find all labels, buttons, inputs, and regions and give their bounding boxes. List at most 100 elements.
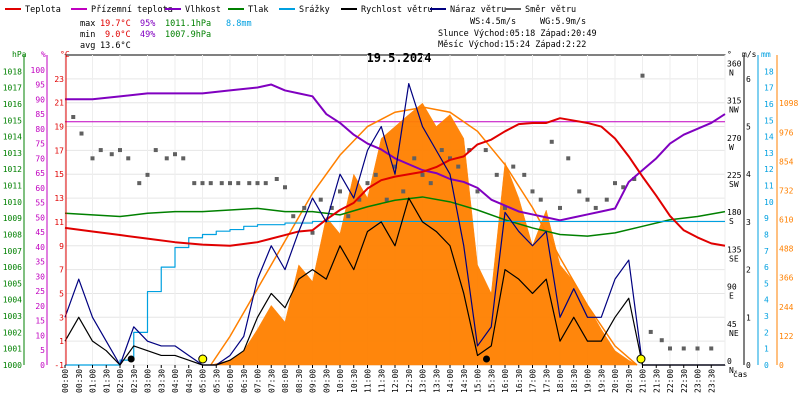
axis-tick-hpa: 1015 — [3, 116, 22, 125]
wind-direction-point — [98, 148, 103, 153]
axis-tick-mm: 5 — [764, 279, 769, 288]
wind-direction-point — [604, 197, 609, 202]
axis-tick-percent: 95 — [35, 81, 45, 90]
wind-direction-point — [236, 181, 241, 186]
wind-direction-point — [558, 205, 562, 210]
axis-tick-wm2: 1098 — [779, 99, 798, 108]
x-tick-label: 02:30 — [130, 369, 139, 393]
right-axes: °0N45NE90E135SE180S225SW270W315NW360Nm/s… — [727, 50, 798, 375]
axis-tick-ms: 0 — [746, 361, 751, 370]
axis-tick-mm: 14 — [764, 133, 774, 142]
axis-tick-celsius: 11 — [54, 218, 64, 227]
axis-tick-mm: 2 — [764, 328, 769, 337]
legend-label: Náraz větru — [450, 5, 506, 15]
axis-tick-degrees: 90 — [727, 283, 737, 292]
wind-direction-layer — [71, 73, 714, 351]
wind-direction-point — [90, 156, 95, 161]
wind-direction-point — [79, 131, 84, 136]
axis-tick-degrees: 45 — [727, 320, 737, 329]
axis-tick-percent: 65 — [35, 169, 45, 178]
wind-direction-point — [393, 164, 397, 169]
axis-tick-celsius: 21 — [54, 99, 64, 108]
x-tick-label: 17:00 — [529, 369, 538, 393]
axis-tick-hpa: 1002 — [3, 328, 22, 337]
wind-direction-point — [228, 181, 232, 186]
axis-tick-mm: 12 — [764, 165, 774, 174]
axis-tick-degrees: 315 — [727, 97, 742, 106]
legend-label: Teplota — [25, 5, 61, 15]
axis-tick-ms: 4 — [746, 170, 751, 179]
theoretical-radiation-line — [210, 106, 638, 366]
wind-direction-point — [566, 156, 571, 161]
x-axis-unit-label: čas — [733, 369, 748, 379]
axis-tick-percent: 85 — [35, 110, 45, 119]
legend-label: Směr větru — [525, 5, 576, 15]
stat-min-temp: 9.0°C — [105, 30, 131, 40]
wind-direction-point — [412, 156, 417, 161]
axis-tick-degrees: 0 — [727, 357, 732, 366]
wind-direction-point — [329, 205, 334, 210]
axis-tick-ms: 3 — [746, 218, 751, 227]
axis-tick-celsius: 1 — [59, 337, 64, 346]
wind-direction-point — [200, 181, 205, 186]
x-tick-label: 20:30 — [625, 369, 634, 393]
axis-dir-degrees: E — [729, 292, 734, 301]
stat-avg-label: avg — [80, 41, 95, 51]
axis-dir-degrees: N — [729, 366, 734, 375]
legend-label: Vlhkost — [185, 5, 221, 15]
wind-direction-point — [192, 181, 197, 186]
x-tick-label: 21:30 — [652, 369, 661, 393]
legend-label: Přízemní teplota — [91, 5, 173, 15]
series-line-tlak — [64, 196, 726, 237]
axis-tick-hpa: 1013 — [3, 149, 22, 158]
axis-tick-degrees: 225 — [727, 171, 742, 180]
x-tick-label: 21:00 — [639, 369, 648, 393]
wind-direction-point — [291, 214, 296, 219]
chart-title: 19.5.2024 — [366, 51, 431, 65]
stat-avg-temp: 13.6°C — [100, 41, 131, 51]
axis-dir-degrees: NW — [729, 106, 739, 115]
wind-direction-point — [420, 172, 425, 177]
wind-direction-point — [318, 197, 323, 202]
wind-direction-point — [695, 346, 700, 351]
stat-max-press: 1011.1hPa — [165, 19, 211, 29]
axis-tick-celsius: 7 — [59, 266, 64, 275]
x-tick-label: 23:30 — [707, 369, 716, 393]
x-tick-label: 01:00 — [89, 369, 98, 393]
axis-tick-ms: 1 — [746, 313, 751, 322]
axis-tick-percent: 100 — [31, 66, 46, 75]
wind-direction-point — [164, 156, 169, 161]
wind-direction-point — [530, 189, 535, 194]
x-tick-label: 05:00 — [199, 369, 208, 393]
axis-tick-hpa: 1006 — [3, 263, 22, 272]
wind-direction-point — [522, 172, 527, 177]
axis-tick-wm2: 854 — [779, 157, 794, 166]
wind-direction-point — [219, 181, 224, 186]
x-tick-label: 23:00 — [694, 369, 703, 393]
moonset-marker — [127, 355, 135, 363]
axis-tick-hpa: 1007 — [3, 247, 22, 256]
x-tick-label: 10:30 — [350, 369, 359, 393]
axis-tick-hpa: 1018 — [3, 67, 22, 76]
axis-tick-wm2: 244 — [779, 303, 794, 312]
axis-tick-hpa: 1001 — [3, 345, 22, 354]
wind-direction-point — [549, 139, 554, 144]
axis-tick-degrees: 360 — [727, 59, 742, 68]
wind-direction-point — [428, 181, 433, 186]
chart-legend: Teplota Přízemní teplota Vlhkost Tlak Srážky… — [5, 5, 576, 15]
axis-tick-percent: 20 — [35, 302, 45, 311]
axis-tick-celsius: 17 — [54, 146, 64, 155]
wind-direction-point — [483, 148, 488, 153]
x-tick-label: 01:30 — [102, 369, 111, 393]
wind-direction-point — [365, 181, 370, 186]
wind-direction-point — [357, 197, 362, 202]
axis-tick-mm: 4 — [764, 296, 769, 305]
stat-min-hum: 49% — [140, 30, 155, 40]
axis-tick-celsius: 5 — [59, 289, 64, 298]
axis-dir-degrees: S — [729, 217, 734, 226]
axis-tick-percent: 80 — [35, 125, 45, 134]
axis-tick-mm: 13 — [764, 149, 774, 158]
x-tick-label: 18:30 — [570, 369, 579, 393]
wind-direction-point — [181, 156, 186, 161]
